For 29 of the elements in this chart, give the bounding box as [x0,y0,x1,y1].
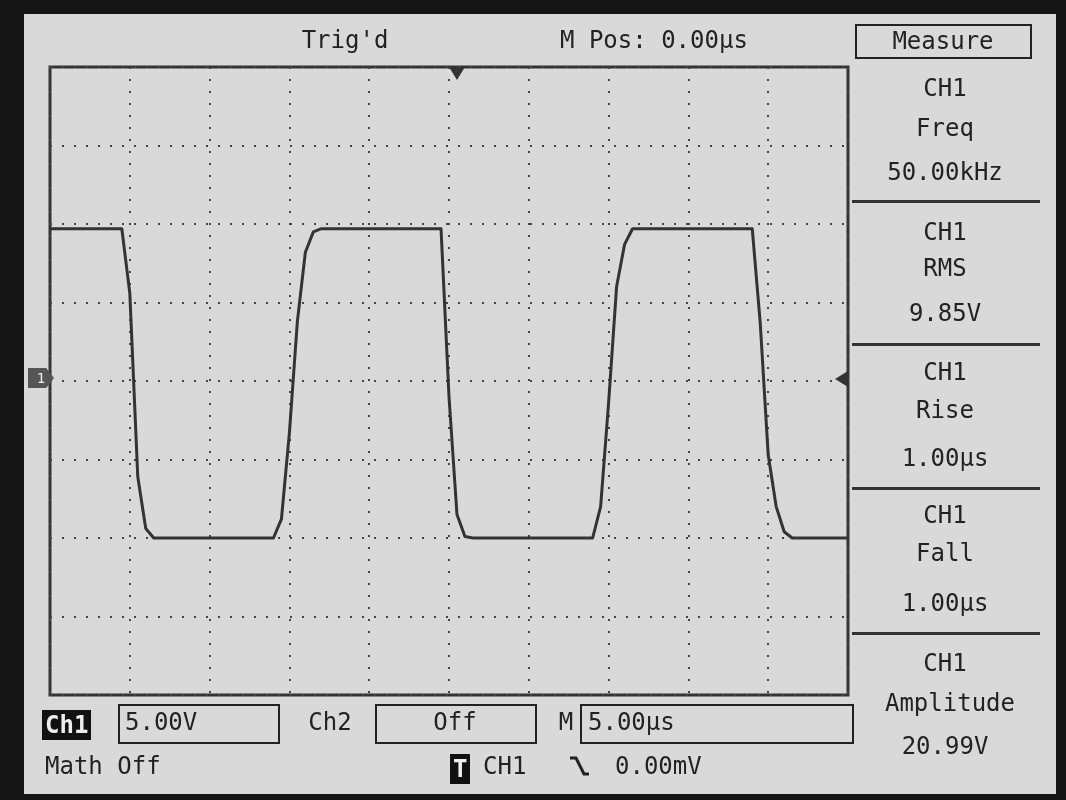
text: Amplitude [883,689,1016,717]
text: Trig'd [300,26,390,54]
text: Ch1 [42,710,92,740]
text: CH1 [922,501,968,529]
text: 0.00mV [615,752,702,780]
text: 5.00V [125,708,198,736]
text: CH1 [922,218,968,246]
text: Off [432,708,478,736]
text: 1 [28,368,54,388]
text: 20.99V [900,732,990,760]
text: T [450,754,471,784]
text: CH1 [922,358,968,386]
text: Rise [915,396,975,424]
text: 1.00µs [900,589,990,617]
text: 9.85V [907,299,983,327]
text: 1.00µs [900,444,990,472]
text: CH1 [922,649,968,677]
text: Ch2 [307,708,353,736]
text: CH1 [922,74,968,102]
text: 5.00µs [588,708,675,736]
text: CH1 [483,752,527,780]
text: Measure [891,27,995,55]
text: M Pos: 0.00µs [560,26,748,54]
text: M [558,708,574,736]
text: Freq [915,114,975,142]
text: Math Off [45,752,161,780]
text: 50.00kHz [886,158,1004,186]
text: Fall [915,539,975,567]
text: RMS [922,254,968,282]
